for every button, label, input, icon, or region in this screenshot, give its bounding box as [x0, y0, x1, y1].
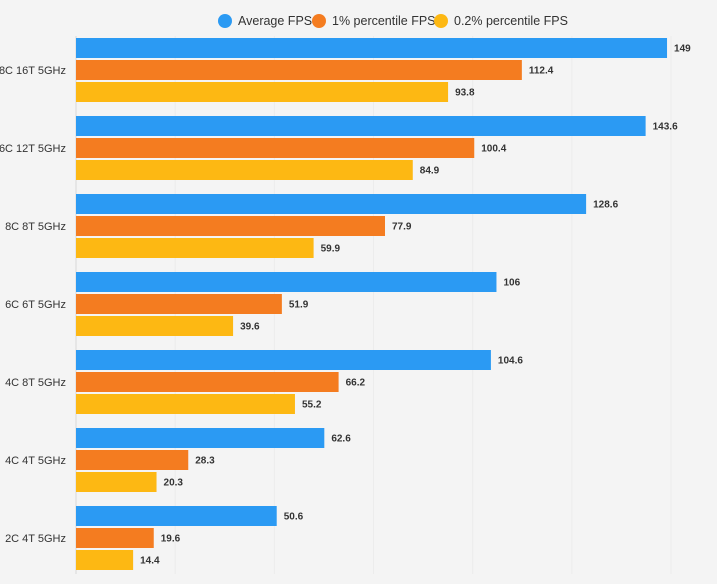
bar — [76, 82, 449, 102]
data-label: 66.2 — [346, 378, 366, 389]
bar — [76, 160, 413, 180]
legend-item-1pct[interactable]: 1% percentile FPS — [312, 11, 436, 31]
data-label: 55.2 — [302, 400, 322, 411]
category-label: 6C 6T 5GHz — [5, 299, 66, 311]
bar — [76, 60, 522, 80]
legend-marker-02pct — [434, 14, 448, 28]
bar — [76, 316, 234, 336]
data-label: 51.9 — [289, 300, 309, 311]
data-label: 106 — [503, 278, 520, 289]
data-label: 100.4 — [481, 144, 506, 155]
bar — [76, 272, 497, 292]
bar — [76, 450, 189, 470]
bar — [76, 194, 587, 214]
bar — [76, 528, 154, 548]
data-label: 84.9 — [420, 166, 440, 177]
category-label: 8C 8T 5GHz — [5, 221, 66, 233]
legend-label-average: Average FPS — [238, 14, 313, 28]
bar — [76, 506, 277, 526]
category-label: 4C 4T 5GHz — [5, 455, 66, 467]
bar — [76, 216, 386, 236]
bar — [76, 238, 314, 258]
data-label: 50.6 — [284, 512, 304, 523]
legend-marker-average — [218, 14, 232, 28]
data-label: 62.6 — [331, 434, 351, 445]
data-label: 39.6 — [240, 322, 260, 333]
data-label: 28.3 — [195, 456, 215, 467]
data-label: 20.3 — [164, 478, 184, 489]
bar — [76, 294, 282, 314]
data-label: 149 — [674, 44, 691, 55]
bar — [76, 350, 491, 370]
category-label: 8C 16T 5GHz — [0, 65, 66, 77]
legend: Average FPS 1% percentile FPS 0.2% perce… — [0, 11, 717, 31]
data-label: 128.6 — [593, 200, 618, 211]
bar — [76, 394, 295, 414]
legend-marker-1pct — [312, 14, 326, 28]
bar — [76, 372, 339, 392]
bar — [76, 428, 325, 448]
data-label: 143.6 — [653, 122, 678, 133]
legend-label-02pct: 0.2% percentile FPS — [454, 14, 568, 28]
bar — [76, 138, 475, 158]
bar — [76, 38, 668, 58]
legend-item-average[interactable]: Average FPS — [218, 11, 312, 31]
data-label: 59.9 — [321, 244, 341, 255]
bar — [76, 550, 134, 570]
legend-item-02pct[interactable]: 0.2% percentile FPS — [434, 11, 568, 31]
data-label: 77.9 — [392, 222, 412, 233]
legend-label-1pct: 1% percentile FPS — [332, 14, 436, 28]
bar — [76, 116, 646, 136]
data-label: 93.8 — [455, 88, 475, 99]
category-label: 2C 4T 5GHz — [5, 533, 66, 545]
data-label: 14.4 — [140, 556, 160, 567]
data-label: 112.4 — [529, 66, 554, 77]
data-label: 19.6 — [161, 534, 181, 545]
bar — [76, 472, 157, 492]
category-label: 4C 8T 5GHz — [5, 377, 66, 389]
category-label: 6C 12T 5GHz — [0, 143, 66, 155]
data-label: 104.6 — [498, 356, 523, 367]
